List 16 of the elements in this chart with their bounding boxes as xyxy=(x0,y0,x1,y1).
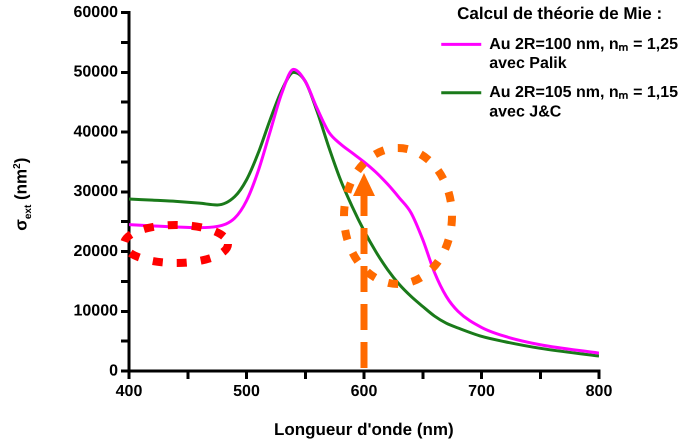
y-tick-label: 10000 xyxy=(74,302,118,320)
legend-label: Au 2R=100 nm, nₘ = 1,25 avec Palik xyxy=(489,36,678,72)
y-tick-label: 20000 xyxy=(74,242,118,260)
x-tick-label: 500 xyxy=(233,383,260,400)
x-tick-label: 700 xyxy=(468,383,495,400)
legend-title: Calcul de théorie de Mie : xyxy=(457,4,662,24)
y-tick-label: 0 xyxy=(109,362,118,380)
y-tick-label: 40000 xyxy=(74,123,118,140)
y-tick-label: 30000 xyxy=(74,183,118,200)
legend-label: Au 2R=105 nm, nₘ = 1,15 avec J&C xyxy=(489,84,678,120)
x-tick-label: 400 xyxy=(116,383,142,400)
x-tick-label: 600 xyxy=(350,383,378,400)
y-tick-label: 50000 xyxy=(74,64,118,81)
x-axis-title: Longueur d'onde (nm) xyxy=(274,420,454,440)
y-tick-label: 60000 xyxy=(74,4,118,22)
x-tick-label: 800 xyxy=(586,383,612,400)
